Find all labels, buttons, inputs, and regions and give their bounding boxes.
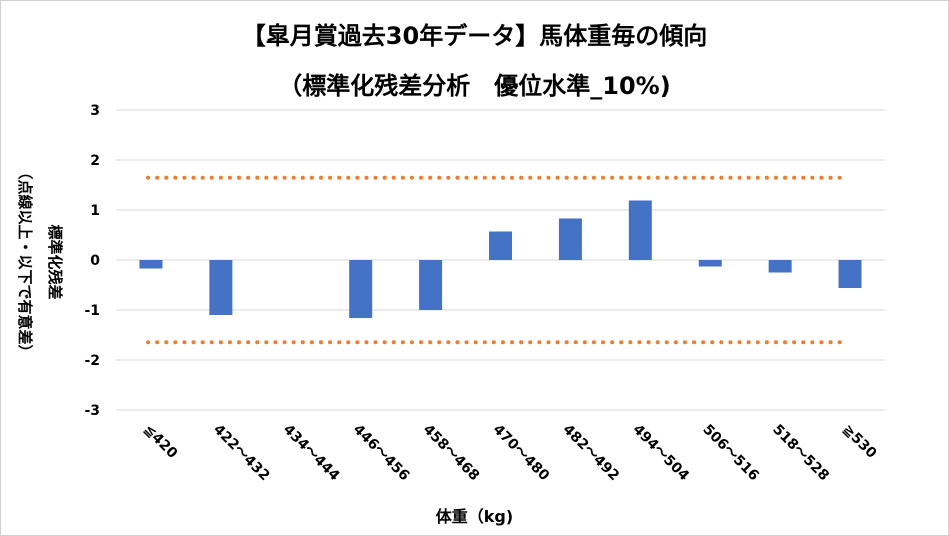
- y-tick-label-2: 1: [90, 203, 100, 219]
- x-axis-label: 体重（kg): [435, 507, 514, 526]
- x-tick-label-0: ≦420: [140, 422, 180, 462]
- y-tick-label-1: 2: [90, 153, 100, 169]
- x-tick-label-5: 470～480: [490, 422, 553, 485]
- x-tick-label-7: 494～504: [629, 422, 692, 485]
- y-tick-label-0: 3: [90, 103, 100, 119]
- bar-10: [838, 260, 862, 288]
- bar-7: [628, 200, 652, 260]
- x-tick-label-4: 458～468: [420, 422, 483, 485]
- x-tick-label-8: 506～516: [699, 422, 762, 485]
- x-tick-label-9: 518～528: [769, 422, 832, 485]
- bar-6: [558, 218, 582, 260]
- y-tick-label-3: 0: [90, 253, 100, 269]
- bar-1: [209, 260, 233, 315]
- bar-3: [349, 260, 373, 318]
- bar-0: [139, 260, 163, 269]
- chart-title: 【皐月賞過去30年データ】馬体重毎の傾向: [241, 22, 708, 50]
- y-tick-label-5: -2: [84, 353, 100, 369]
- x-tick-label-3: 446～456: [350, 422, 413, 485]
- chart-subtitle: （標準化残差分析 優位水準_10%): [278, 72, 671, 100]
- y-tick-label-6: -3: [84, 403, 100, 419]
- x-tick-label-2: 434～444: [280, 422, 343, 485]
- y-tick-label-4: -1: [84, 303, 100, 319]
- x-tick-label-1: 422～432: [210, 422, 273, 485]
- bar-8: [698, 260, 722, 267]
- bar-5: [489, 231, 512, 260]
- bar-4: [419, 260, 443, 310]
- bar-9: [768, 260, 792, 273]
- x-tick-label-6: 482～492: [560, 422, 623, 485]
- x-tick-label-10: ≧530: [839, 422, 879, 462]
